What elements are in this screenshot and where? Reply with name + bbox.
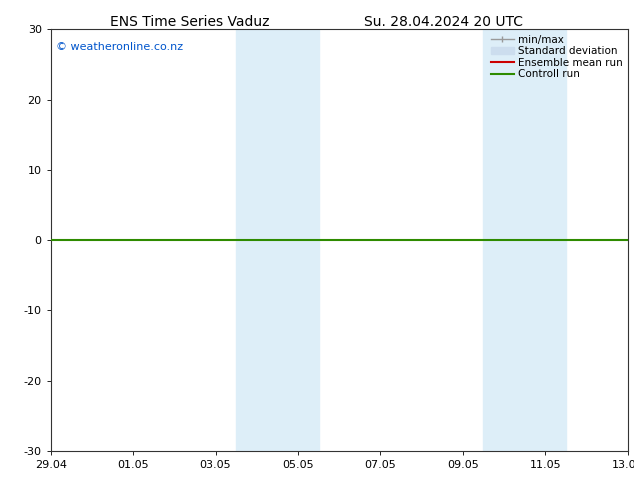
Legend: min/max, Standard deviation, Ensemble mean run, Controll run: min/max, Standard deviation, Ensemble me… — [489, 32, 624, 81]
Text: Su. 28.04.2024 20 UTC: Su. 28.04.2024 20 UTC — [365, 15, 523, 29]
Bar — [483, 29, 566, 451]
Text: ENS Time Series Vaduz: ENS Time Series Vaduz — [110, 15, 270, 29]
Bar — [236, 29, 318, 451]
Text: © weatheronline.co.nz: © weatheronline.co.nz — [56, 42, 184, 52]
